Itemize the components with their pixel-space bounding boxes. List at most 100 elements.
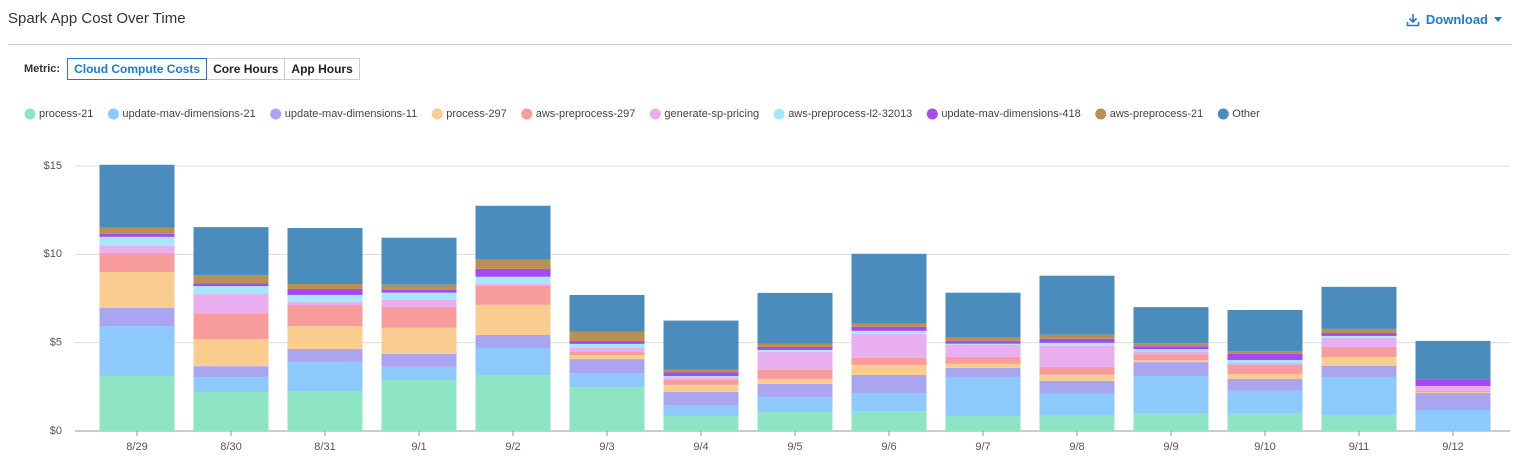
bar-segment[interactable] xyxy=(663,379,739,385)
bar-segment[interactable] xyxy=(475,304,551,335)
bar-segment[interactable] xyxy=(381,292,457,300)
bar-segment[interactable] xyxy=(1415,391,1491,394)
bar-segment[interactable] xyxy=(1133,346,1209,350)
bar-segment[interactable] xyxy=(851,411,927,431)
bar-segment[interactable] xyxy=(1227,353,1303,360)
bar-segment[interactable] xyxy=(1227,412,1303,431)
metric-option[interactable]: Cloud Compute Costs xyxy=(67,58,208,80)
bar-segment[interactable] xyxy=(99,376,175,431)
bar-segment[interactable] xyxy=(1133,376,1209,413)
bar-segment[interactable] xyxy=(1039,393,1115,415)
bar-segment[interactable] xyxy=(99,252,175,272)
bar-segment[interactable] xyxy=(381,284,457,290)
bar-segment[interactable] xyxy=(851,333,927,358)
bar-segment[interactable] xyxy=(663,391,739,406)
bar-segment[interactable] xyxy=(287,284,363,289)
bar-segment[interactable] xyxy=(1227,378,1303,391)
bar-segment[interactable] xyxy=(757,292,833,344)
bar-segment[interactable] xyxy=(193,283,269,287)
legend-label[interactable]: aws-preprocess-21 xyxy=(1110,108,1204,120)
bar-segment[interactable] xyxy=(1321,414,1397,431)
bar-segment[interactable] xyxy=(475,283,551,286)
bar-segment[interactable] xyxy=(569,387,645,431)
bar-segment[interactable] xyxy=(99,233,175,237)
bar-segment[interactable] xyxy=(475,205,551,260)
bar-segment[interactable] xyxy=(1321,328,1397,333)
bar-segment[interactable] xyxy=(193,366,269,378)
bar-segment[interactable] xyxy=(475,259,551,269)
bar-segment[interactable] xyxy=(1039,342,1115,346)
legend-label[interactable]: Other xyxy=(1232,108,1260,120)
bar-segment[interactable] xyxy=(287,391,363,431)
bar-segment[interactable] xyxy=(287,294,363,303)
bar-segment[interactable] xyxy=(1321,286,1397,329)
bar-segment[interactable] xyxy=(99,326,175,377)
bar-segment[interactable] xyxy=(1321,376,1397,415)
bar-segment[interactable] xyxy=(193,227,269,276)
bar-segment[interactable] xyxy=(1133,349,1209,352)
bar-segment[interactable] xyxy=(1133,412,1209,431)
bar-segment[interactable] xyxy=(475,347,551,375)
bar-segment[interactable] xyxy=(945,337,1021,341)
bar-segment[interactable] xyxy=(193,339,269,367)
legend-label[interactable]: aws-preprocess-297 xyxy=(536,108,636,120)
bar-segment[interactable] xyxy=(757,378,833,384)
bar-segment[interactable] xyxy=(1227,373,1303,379)
bar-segment[interactable] xyxy=(1415,393,1491,410)
bar-segment[interactable] xyxy=(1227,364,1303,374)
bar-segment[interactable] xyxy=(1227,359,1303,363)
bar-segment[interactable] xyxy=(1227,362,1303,365)
bar-segment[interactable] xyxy=(1039,374,1115,381)
bar-segment[interactable] xyxy=(287,326,363,350)
bar-segment[interactable] xyxy=(569,355,645,360)
bar-segment[interactable] xyxy=(945,343,1021,345)
bar-segment[interactable] xyxy=(757,369,833,379)
bar-segment[interactable] xyxy=(945,356,1021,364)
bar-segment[interactable] xyxy=(663,372,739,377)
bar-segment[interactable] xyxy=(663,369,739,373)
bar-segment[interactable] xyxy=(193,377,269,393)
bar-segment[interactable] xyxy=(1321,356,1397,366)
metric-option[interactable]: App Hours xyxy=(284,58,360,80)
bar-segment[interactable] xyxy=(193,286,269,295)
bar-segment[interactable] xyxy=(1039,380,1115,394)
bar-segment[interactable] xyxy=(945,376,1021,416)
bar-segment[interactable] xyxy=(1321,332,1397,336)
legend-label[interactable]: aws-preprocess-l2-32013 xyxy=(788,108,912,120)
bar-segment[interactable] xyxy=(99,272,175,309)
bar-segment[interactable] xyxy=(1321,346,1397,357)
bar-segment[interactable] xyxy=(193,294,269,314)
bar-segment[interactable] xyxy=(99,245,175,253)
bar-segment[interactable] xyxy=(381,379,457,431)
bar-segment[interactable] xyxy=(1133,343,1209,347)
bar-segment[interactable] xyxy=(757,346,833,350)
bar-segment[interactable] xyxy=(381,289,457,293)
bar-segment[interactable] xyxy=(193,392,269,431)
bar-segment[interactable] xyxy=(1415,379,1491,386)
download-button[interactable]: Download xyxy=(1406,12,1502,27)
bar-segment[interactable] xyxy=(1415,340,1491,380)
bar-segment[interactable] xyxy=(475,276,551,284)
bar-segment[interactable] xyxy=(381,306,457,328)
bar-segment[interactable] xyxy=(287,362,363,392)
bar-segment[interactable] xyxy=(569,340,645,344)
bar-segment[interactable] xyxy=(99,236,175,246)
bar-segment[interactable] xyxy=(757,383,833,397)
bar-segment[interactable] xyxy=(945,415,1021,431)
bar-segment[interactable] xyxy=(1133,354,1209,361)
bar-segment[interactable] xyxy=(1227,390,1303,413)
bar-segment[interactable] xyxy=(757,349,833,352)
bar-segment[interactable] xyxy=(99,227,175,234)
bar-segment[interactable] xyxy=(663,378,739,380)
bar-segment[interactable] xyxy=(99,164,175,228)
bar-segment[interactable] xyxy=(663,384,739,392)
bar-segment[interactable] xyxy=(1039,338,1115,343)
bar-segment[interactable] xyxy=(1321,337,1397,347)
bar-segment[interactable] xyxy=(663,320,739,370)
bar-segment[interactable] xyxy=(945,344,1021,357)
bar-segment[interactable] xyxy=(569,343,645,348)
bar-segment[interactable] xyxy=(1133,307,1209,344)
bar-segment[interactable] xyxy=(381,353,457,367)
bar-segment[interactable] xyxy=(569,352,645,356)
bar-segment[interactable] xyxy=(381,299,457,307)
